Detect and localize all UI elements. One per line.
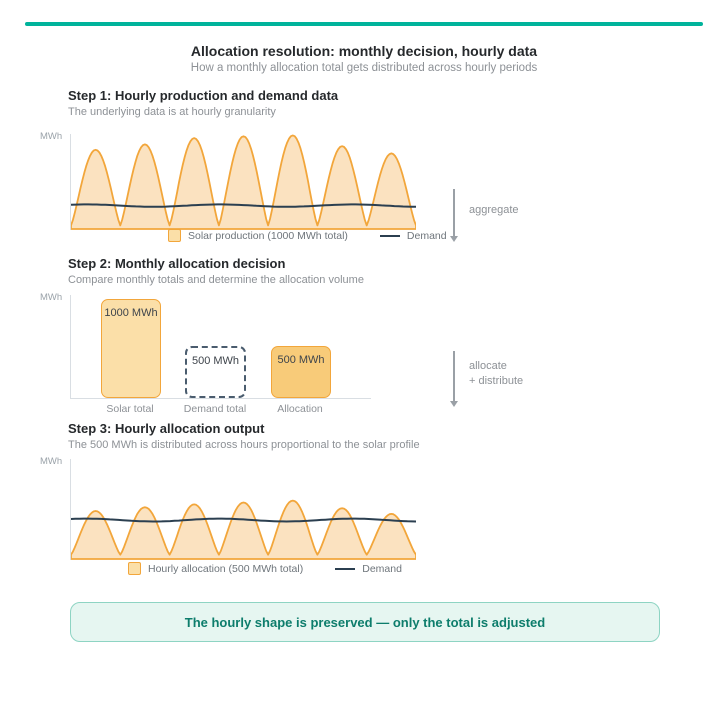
solar-total-bar-value: 1000 MWh [104, 307, 158, 320]
down-arrow-line-icon [453, 351, 455, 401]
step3-area-chart [70, 459, 416, 560]
allocate-arrow-label: allocate + distribute [469, 359, 523, 389]
demand-line-swatch-icon [335, 567, 356, 570]
solar-production-swatch-icon [168, 229, 181, 242]
step3-heading: Step 3: Hourly allocation output [68, 421, 265, 436]
step3-legend-demand-label: Demand [362, 562, 402, 575]
allocate-arrow-label-line1: allocate [469, 360, 507, 372]
step1-y-axis-label: MWh [40, 131, 63, 142]
hourly-allocation-swatch-icon [128, 562, 141, 575]
step1-area-chart [70, 134, 416, 230]
step3-chart-svg [71, 499, 416, 560]
step2-description: Compare monthly totals and determine the… [68, 274, 364, 286]
conclusion-banner: The hourly shape is preserved — only the… [70, 602, 660, 642]
allocate-arrow-label-line2: + distribute [469, 375, 524, 387]
page-title: Allocation resolution: monthly decision,… [190, 43, 538, 59]
down-arrow-line-icon [453, 189, 455, 236]
allocation-bar-value: 500 MWh [277, 354, 325, 366]
page-subtitle: How a monthly allocation total gets dist… [190, 62, 538, 74]
down-arrow-head-icon [449, 236, 458, 242]
top-accent-bar [25, 22, 703, 26]
down-arrow-head-icon [449, 401, 458, 407]
step3-legend: Hourly allocation (500 MWh total) Demand [128, 562, 402, 575]
step3-y-axis-label: MWh [40, 456, 63, 467]
demand-total-category-label: Demand total [183, 403, 247, 415]
allocate-distribute-arrow: allocate + distribute [447, 351, 567, 409]
demand-total-bar-value: 500 MWh [191, 355, 240, 367]
solar-total-category-label: Solar total [106, 403, 154, 415]
step1-legend: Solar production (1000 MWh total) Demand [168, 229, 447, 242]
step2-heading: Step 2: Monthly allocation decision [68, 256, 286, 271]
demand-line-path [71, 203, 416, 208]
step2-y-axis-label: MWh [40, 292, 63, 303]
step1-legend-demand-label: Demand [406, 229, 447, 242]
demand-line-swatch-icon [379, 234, 400, 237]
allocation-category-label: Allocation [277, 403, 323, 415]
demand-total-bar: 500 MWh [185, 346, 246, 398]
aggregate-arrow-label: aggregate [469, 204, 519, 216]
aggregate-arrow: aggregate [447, 189, 567, 242]
step1-description: The underlying data is at hourly granula… [68, 106, 276, 118]
conclusion-banner-text: The hourly shape is preserved — only the… [184, 614, 546, 630]
step1-legend-solar-label: Solar production (1000 MWh total) [188, 229, 348, 242]
step2-category-labels: Solar total Demand total Allocation [70, 403, 370, 417]
step2-bar-chart: 1000 MWh 500 MWh 500 MWh [70, 295, 371, 399]
step1-chart-svg [71, 134, 416, 230]
step3-description: The 500 MWh is distributed across hours … [68, 439, 420, 451]
allocation-bar: 500 MWh [271, 346, 331, 398]
step1-heading: Step 1: Hourly production and demand dat… [68, 88, 339, 103]
step3-legend-allocation-label: Hourly allocation (500 MWh total) [148, 562, 304, 575]
demand-line-path [71, 517, 416, 523]
solar-area-path [71, 499, 416, 560]
solar-area-path [71, 134, 416, 230]
solar-total-bar: 1000 MWh [101, 299, 161, 398]
